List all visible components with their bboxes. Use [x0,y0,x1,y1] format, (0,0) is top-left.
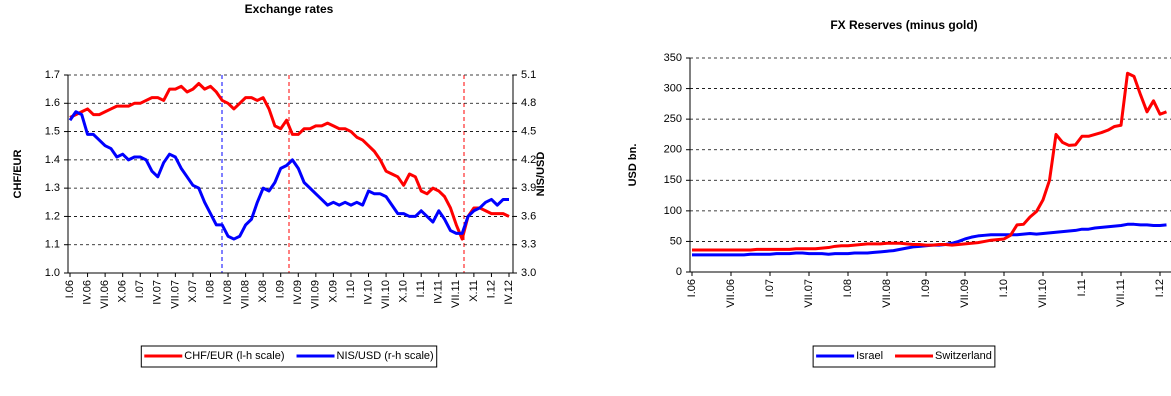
y-tick-label: 300 [664,82,682,94]
legend-label: Israel [856,350,883,362]
x-tick-label: VII.10 [380,280,392,309]
x-tick-label: I.10 [998,279,1010,297]
x-tick-label: VII.11 [1115,279,1127,307]
chart-title: Exchange rates [245,2,334,16]
x-tick-label: VII.07 [803,279,815,308]
x-tick-label: X.09 [327,280,339,303]
x-tick-label: X.11 [468,280,480,302]
x-tick-label: VII.06 [99,280,111,309]
x-tick-label: I.09 [920,279,932,297]
y-tick-label: 1.5 [45,125,60,137]
y-tick-label: 150 [664,174,682,186]
x-tick-label: VII.06 [725,279,737,308]
y-tick-label: 1.0 [45,267,60,279]
series-line [692,71,1168,252]
x-tick-label: IV.09 [292,280,304,305]
legend: CHF/EUR (l-h scale) NIS/USD (r-h scale) [140,345,438,368]
y-axis-title: CHF/EUR [12,150,24,199]
x-tick-label: VII.07 [169,280,181,309]
series-line [69,81,510,241]
legend-label: NIS/USD (r-h scale) [337,350,434,362]
x-tick-label: I.07 [764,279,776,297]
legend-box [140,345,438,368]
y-tick-label: 200 [664,144,682,156]
y-tick-label: 1.1 [45,239,60,251]
x-tick-label: X.06 [117,280,129,303]
legend-label: Switzerland [935,350,992,362]
y-tick-label: 0 [676,266,682,278]
y-tick-label: 1.3 [45,182,60,194]
x-tick-label: VII.11 [450,280,462,308]
y-tick-label: 50 [670,235,682,247]
y-axis-title: USD bn. [627,144,639,187]
x-tick-label: I.08 [204,280,216,298]
x-tick-label: VII.08 [240,280,252,309]
y-tick-label: 1.6 [45,97,60,109]
x-tick-label: I.07 [134,280,146,298]
y-tick-label: 100 [664,205,682,217]
legend: Israel Switzerland [812,345,996,368]
x-tick-label: IV.10 [362,280,374,305]
x-tick-label: X.07 [187,280,199,303]
y2-tick-label: 3.3 [521,239,536,251]
x-tick-label: I.06 [686,279,698,297]
y2-tick-label: 5.1 [521,69,536,81]
plot-area [692,71,1168,257]
y2-tick-label: 4.5 [521,125,536,137]
x-tick-label: IV.12 [503,280,515,305]
x-tick-label: VII.08 [881,279,893,308]
plot-area [68,81,510,241]
y2-tick-label: 4.2 [521,154,536,166]
x-tick-label: VII.09 [310,280,322,309]
x-tick-label: IV.07 [152,280,164,305]
y-tick-label: 250 [664,113,682,125]
y2-axis-title: NIS/USD [535,152,547,197]
y2-tick-label: 3.6 [521,210,536,222]
y-tick-label: 1.7 [45,69,60,81]
x-tick-label: I.12 [1154,279,1166,297]
y-tick-label: 350 [664,52,682,64]
x-tick-label: I.12 [485,280,497,298]
x-tick-label: IV.11 [433,280,445,304]
y2-tick-label: 4.8 [521,97,536,109]
x-tick-label: VII.10 [1037,279,1049,308]
x-tick-label: IV.08 [222,280,234,305]
x-tick-label: I.06 [64,280,76,298]
x-tick-label: VII.09 [959,279,971,308]
x-tick-label: I.11 [1076,279,1088,297]
x-tick-label: I.10 [345,280,357,298]
y-tick-label: 1.4 [45,154,60,166]
x-tick-label: I.09 [275,280,287,298]
chart-title: FX Reserves (minus gold) [830,18,977,32]
x-tick-label: IV.06 [81,280,93,305]
y2-tick-label: 3.0 [521,267,536,279]
series-line [68,110,509,241]
legend-label: CHF/EUR (l-h scale) [184,350,284,362]
x-tick-label: X.10 [398,280,410,303]
x-tick-label: I.11 [415,280,427,298]
y-tick-label: 1.2 [45,210,60,222]
x-tick-label: X.08 [257,280,269,303]
x-tick-label: I.08 [842,279,854,297]
y2-tick-label: 3.9 [521,182,536,194]
